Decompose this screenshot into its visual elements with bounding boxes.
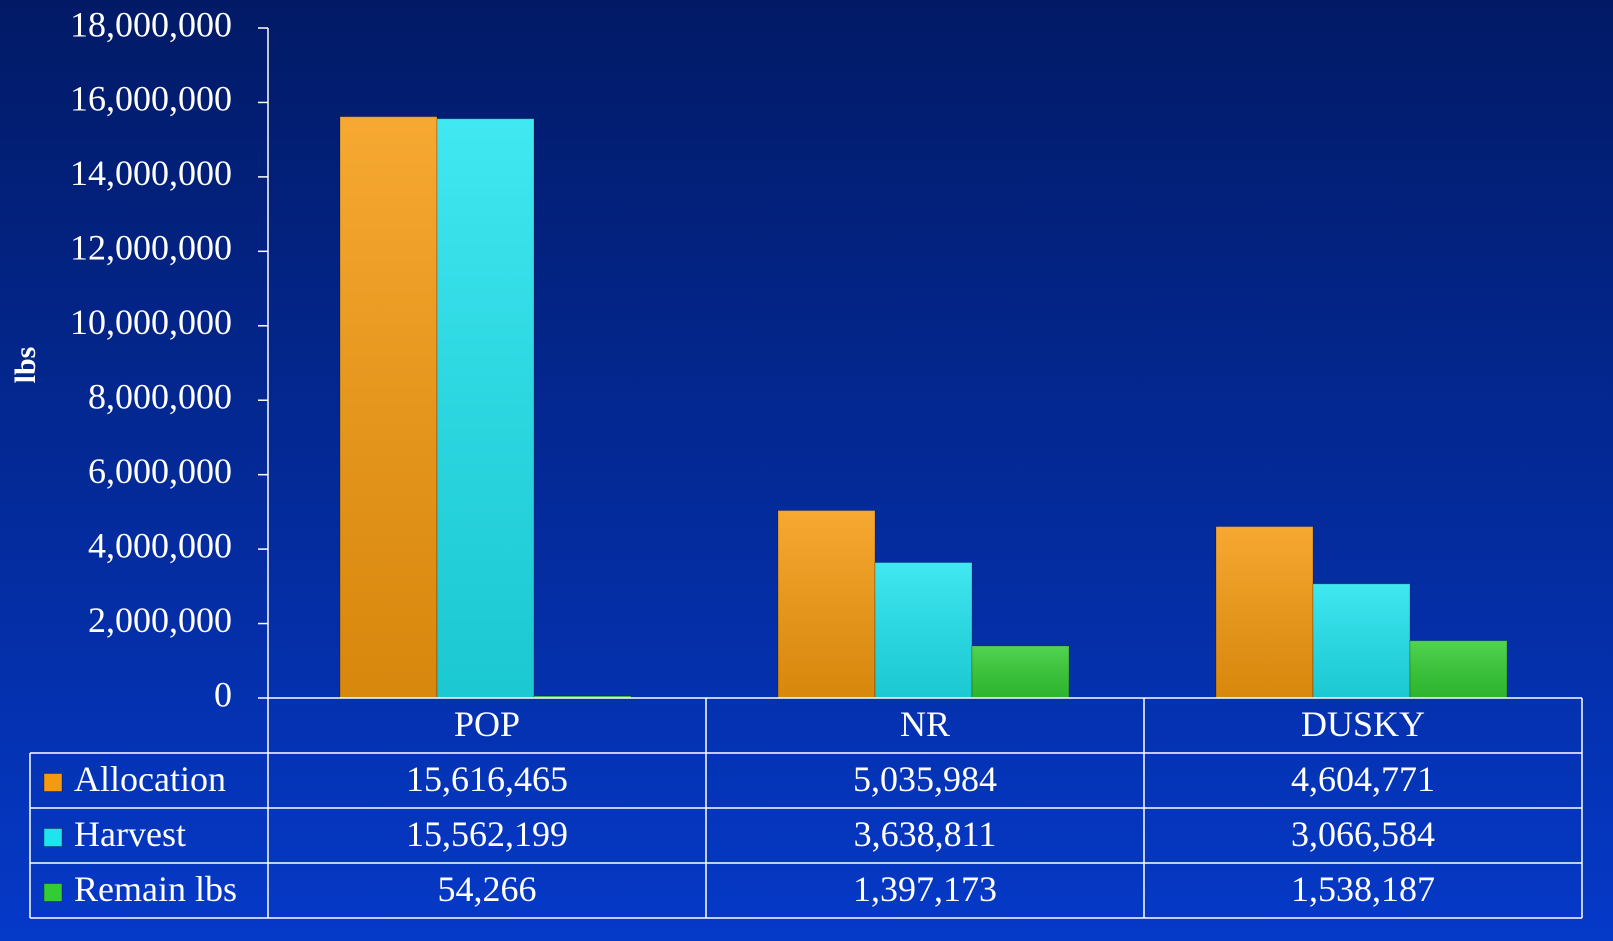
y-tick-label: 8,000,000 [88,376,232,416]
x-tick-label: POP [454,704,520,744]
y-tick-label: 6,000,000 [88,451,232,491]
legend-label: Remain lbs [74,869,237,909]
table-value: 1,538,187 [1291,869,1435,909]
legend-swatch [43,883,63,902]
table-value: 3,066,584 [1291,814,1435,854]
bar-shade [534,695,631,698]
bar-shade [1313,583,1410,698]
x-tick-label: DUSKY [1301,704,1425,744]
bar-shade [778,510,875,698]
table-value: 54,266 [438,869,537,909]
bar-shade [1216,526,1313,698]
legend-label: Allocation [74,759,226,799]
y-tick-label: 0 [214,674,232,714]
bar-shade [875,562,972,698]
table-value: 4,604,771 [1291,759,1435,799]
table-value: 15,616,465 [406,759,568,799]
table-value: 3,638,811 [854,814,997,854]
y-axis-label: lbs [9,347,42,384]
bar-shade [437,118,534,699]
table-value: 1,397,173 [853,869,997,909]
bar-shade [972,645,1069,698]
y-tick-label: 2,000,000 [88,600,232,640]
legend-swatch [43,773,63,792]
table-value: 15,562,199 [406,814,568,854]
y-tick-label: 18,000,000 [70,4,232,44]
y-tick-label: 10,000,000 [70,302,232,342]
y-tick-label: 12,000,000 [70,228,232,268]
y-tick-label: 16,000,000 [70,79,232,119]
y-tick-label: 4,000,000 [88,525,232,565]
legend-swatch [43,828,63,847]
x-tick-label: NR [900,704,950,744]
bar-shade [340,116,437,699]
y-tick-label: 14,000,000 [70,153,232,193]
bar-shade [1410,640,1507,698]
table-value: 5,035,984 [853,759,997,799]
legend-label: Harvest [74,814,186,854]
